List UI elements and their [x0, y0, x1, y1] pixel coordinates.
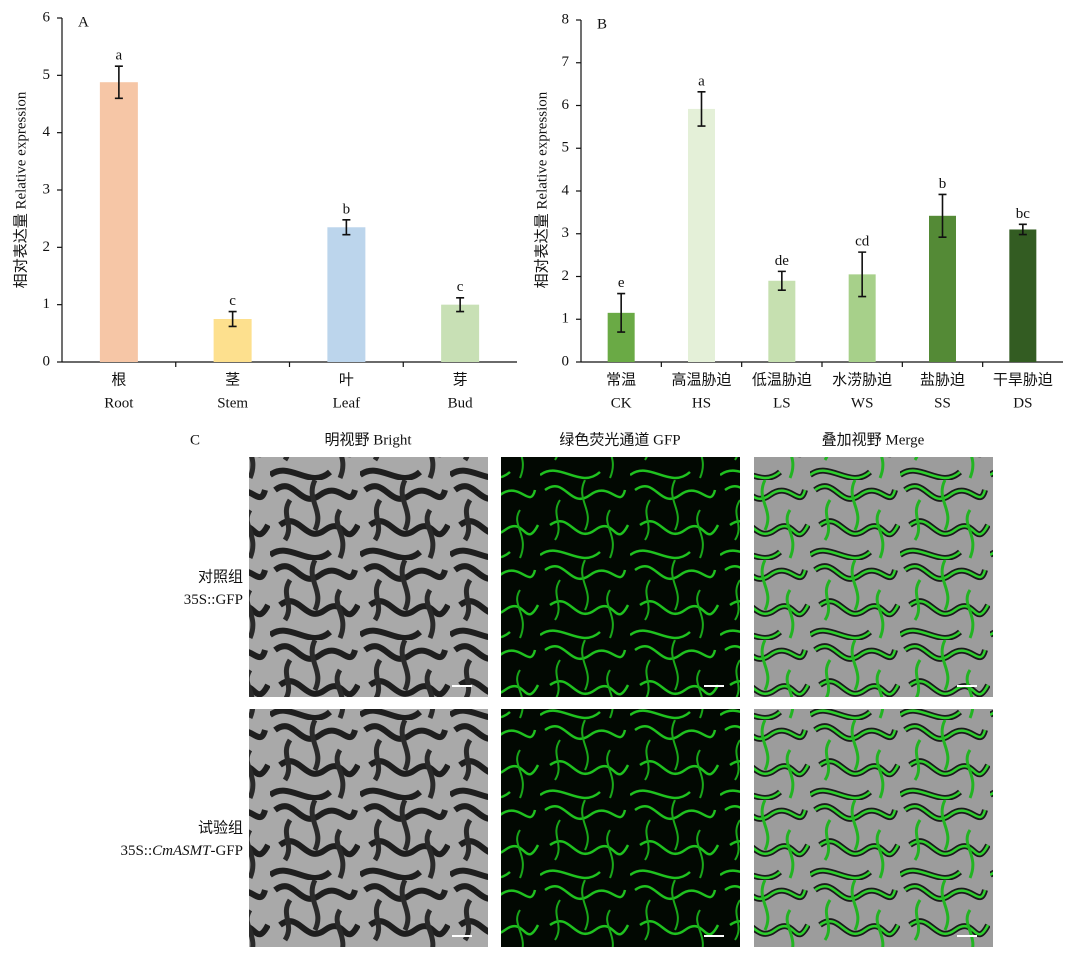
x-tick-label: Bud: [448, 395, 474, 411]
construct: CmASMT: [152, 843, 212, 859]
column-header: 明视野 Bright: [324, 431, 412, 448]
significance-letter: b: [939, 176, 947, 192]
y-tick-label: 6: [562, 97, 570, 113]
x-tick-label: 盐胁迫: [920, 371, 965, 388]
x-tick-label: LS: [773, 395, 791, 411]
error-bar: [938, 193, 947, 238]
micrograph: [501, 709, 740, 947]
y-tick-label: 2: [43, 239, 51, 255]
significance-letter: c: [457, 279, 464, 295]
y-tick-label: 6: [43, 9, 51, 25]
panel-label: B: [597, 16, 607, 32]
y-tick-label: 5: [562, 140, 570, 156]
x-tick-label: Leaf: [333, 395, 360, 411]
construct: 35S::GFP: [184, 592, 243, 608]
micrograph: [754, 709, 993, 947]
microscopy-panel: C 明视野 Bright 绿色荧光通道 GFP 叠加视野 Merge 对照组 3…: [120, 431, 993, 947]
x-tick-label: 水涝胁迫: [832, 371, 892, 388]
bar: [688, 108, 715, 362]
row-label: 35S::GFP: [184, 592, 243, 608]
x-tick-label: 茎: [225, 371, 240, 388]
bar: [441, 304, 480, 362]
construct: -GFP: [210, 843, 243, 859]
column-header: 绿色荧光通道 GFP: [559, 431, 680, 448]
bar: [768, 280, 796, 362]
scale-bars: [452, 685, 977, 937]
x-tick-label: HS: [692, 395, 711, 411]
y-tick-label: 4: [43, 124, 51, 140]
y-tick-label: 3: [562, 225, 570, 241]
x-tick-label: Root: [104, 395, 134, 411]
y-tick-label: 8: [562, 11, 570, 27]
x-tick-label: WS: [851, 395, 874, 411]
bar: [1009, 229, 1037, 362]
significance-letter: a: [116, 48, 123, 64]
error-bar: [228, 310, 237, 328]
panel-label: C: [190, 432, 200, 448]
construct: 35S::: [120, 843, 152, 859]
error-bar: [114, 65, 123, 100]
bar: [929, 215, 956, 362]
error-bar: [617, 292, 626, 333]
y-tick-label: 1: [43, 296, 51, 312]
micrograph: [501, 457, 740, 697]
significance-letter: de: [775, 253, 790, 269]
significance-letter: b: [343, 201, 351, 217]
x-tick-label: Stem: [217, 395, 248, 411]
panel-label: A: [78, 14, 89, 30]
error-bar: [777, 270, 786, 291]
error-bar: [342, 219, 351, 236]
row-label: 对照组: [198, 568, 243, 585]
row-label: 试验组: [198, 819, 243, 836]
bar: [327, 227, 366, 362]
y-tick-label: 3: [43, 181, 51, 197]
x-tick-label: 低温胁迫: [752, 371, 812, 388]
significance-letter: e: [618, 275, 625, 291]
error-bar: [858, 251, 867, 298]
y-tick-label: 1: [562, 311, 570, 327]
x-tick-label: 根: [111, 371, 126, 388]
x-tick-label: 叶: [339, 371, 354, 388]
bar: [99, 82, 138, 363]
x-tick-label: DS: [1013, 395, 1032, 411]
y-axis-label: 相对表达量 Relative expression: [533, 91, 550, 288]
x-tick-label: 高温胁迫: [671, 371, 731, 388]
x-tick-label: SS: [934, 395, 951, 411]
micrograph: [754, 457, 993, 697]
y-tick-label: 0: [562, 353, 570, 369]
y-tick-label: 5: [43, 67, 51, 83]
row-label: 35S::CmASMT-GFP: [120, 843, 243, 859]
significance-letter: a: [698, 73, 705, 89]
y-axis-label: 相对表达量 Relative expression: [12, 91, 29, 288]
error-bar: [697, 91, 706, 127]
x-tick-label: 干旱胁迫: [993, 371, 1053, 388]
error-bar: [1018, 223, 1027, 236]
y-tick-label: 7: [562, 54, 570, 70]
micrograph: [249, 709, 488, 947]
y-tick-label: 4: [562, 182, 570, 198]
x-tick-label: CK: [611, 395, 632, 411]
significance-letter: cd: [855, 234, 870, 250]
column-header: 叠加视野 Merge: [822, 431, 925, 448]
significance-letter: bc: [1016, 206, 1031, 222]
y-tick-label: 2: [562, 268, 570, 284]
x-tick-label: 常温: [606, 371, 636, 388]
x-tick-label: 芽: [453, 371, 468, 388]
significance-letter: c: [229, 293, 236, 309]
micrograph: [249, 457, 488, 697]
y-tick-label: 0: [43, 353, 51, 369]
error-bar: [456, 296, 465, 313]
